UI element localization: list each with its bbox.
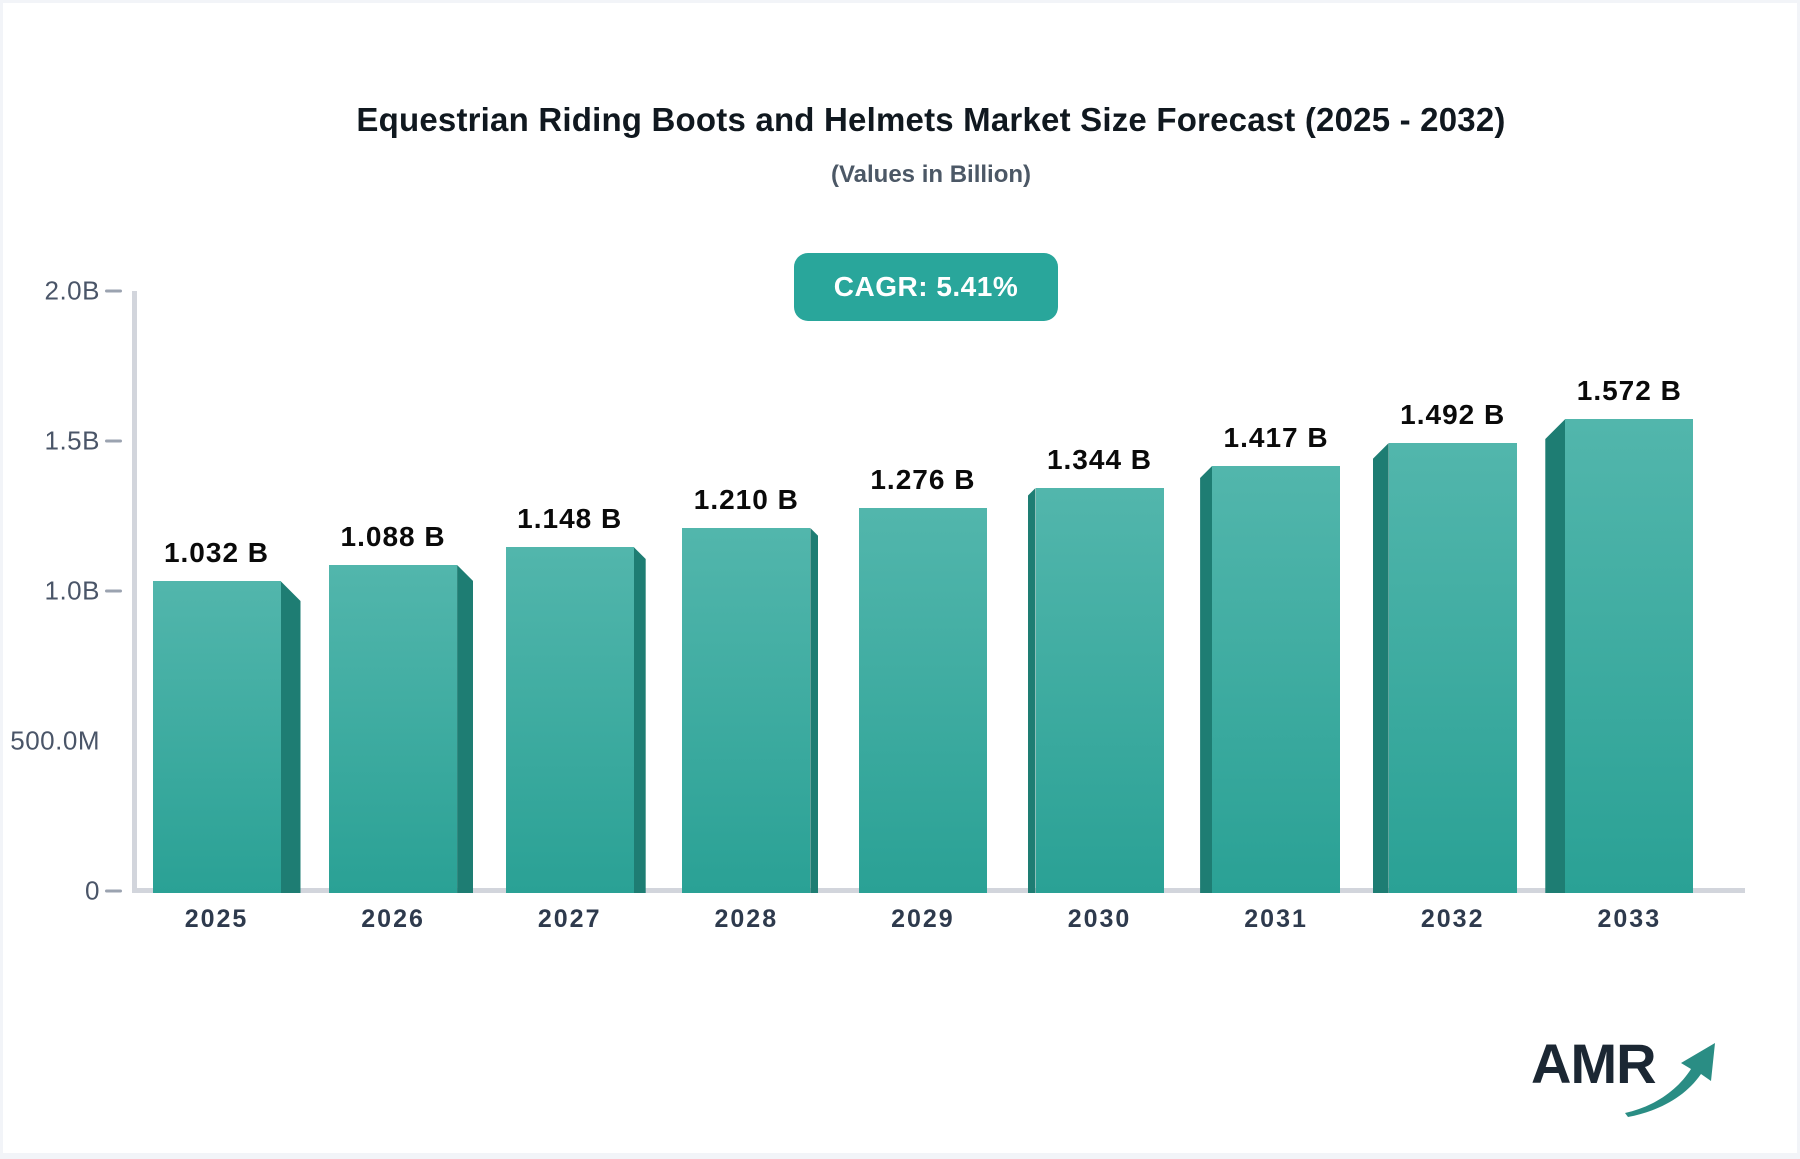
bar-face-2026 [329, 565, 458, 893]
x-axis-label-2025: 2025 [184, 905, 249, 933]
bar-side-2025 [280, 581, 301, 893]
x-axis-label-2026: 2026 [361, 905, 425, 933]
bar-value-label-2031: 1.417 B [1223, 422, 1329, 453]
y-tick-label: 0 [85, 875, 100, 906]
bar-chart-plot: 0 500.0M 1.0B 1.5B 2.0B 1.032 B 2025 1.088 B 202… [3, 3, 1800, 1159]
cagr-badge: CAGR: 5.41% [794, 253, 1058, 321]
amr-logo-text: AMR [1531, 1032, 1657, 1095]
bar-face-2029 [858, 508, 987, 893]
y-tick-dash [105, 289, 122, 293]
chart-title: Equestrian Riding Boots and Helmets Mark… [356, 101, 1506, 138]
chart-subtitle: (Values in Billion) [830, 161, 1032, 188]
bar-side-2026 [457, 565, 474, 893]
y-tick-label: 1.0B [44, 575, 100, 606]
y-tick-dash [105, 589, 122, 593]
bar-face-2027 [505, 547, 634, 893]
bar-value-label-2027: 1.148 B [517, 503, 623, 534]
y-tick-dash [105, 889, 122, 893]
y-tick-label: 1.5B [44, 425, 100, 456]
y-axis-line [132, 291, 137, 893]
x-axis-label-2031: 2031 [1244, 905, 1308, 933]
bar-face-2031 [1212, 466, 1341, 893]
bar-face-2028 [682, 528, 811, 893]
y-tick-label: 500.0M [10, 725, 100, 756]
bar-value-label-2032: 1.492 B [1400, 399, 1506, 430]
x-axis-label-2033: 2033 [1597, 905, 1662, 933]
bar-value-label-2028: 1.210 B [693, 484, 799, 515]
amr-logo: AMR [1523, 1025, 1733, 1117]
bar-face-2030 [1035, 488, 1164, 893]
bar-value-label-2029: 1.276 B [870, 464, 976, 495]
x-axis-label-2029: 2029 [891, 905, 955, 933]
bar-side-2032 [1372, 443, 1389, 893]
y-tick-dash [105, 439, 122, 443]
bar-side-2031 [1200, 466, 1213, 893]
x-axis-label-2027: 2027 [537, 905, 602, 933]
bar-value-label-2025: 1.032 B [163, 537, 270, 568]
bar-side-2033 [1545, 419, 1566, 893]
bar-face-2033 [1565, 419, 1694, 893]
bar-side-2027 [633, 547, 646, 893]
bar-face-2032 [1388, 443, 1517, 893]
bar-face-2025 [152, 581, 281, 893]
x-axis-label-2030: 2030 [1067, 905, 1132, 933]
y-tick-label: 2.0B [44, 275, 100, 306]
chart-card: Equestrian Riding Boots and Helmets Mark… [3, 3, 1797, 1153]
bar-value-label-2033: 1.572 B [1576, 375, 1682, 406]
growth-arrow-icon [1625, 1043, 1715, 1117]
x-axis-label-2028: 2028 [714, 905, 779, 933]
bar-side-2030 [1027, 488, 1036, 893]
x-axis-label-2032: 2032 [1420, 905, 1485, 933]
bar-side-2028 [810, 528, 819, 893]
bar-value-label-2030: 1.344 B [1046, 444, 1153, 475]
bar-value-label-2026: 1.088 B [340, 521, 446, 552]
